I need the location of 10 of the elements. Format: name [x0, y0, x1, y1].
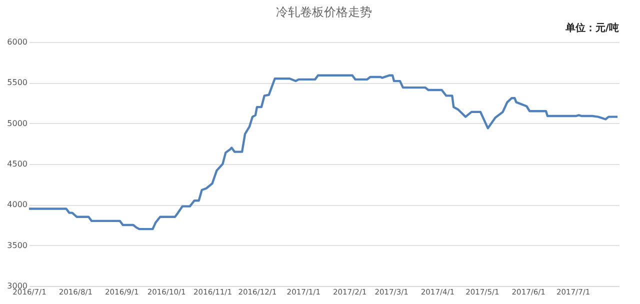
text: 单位：元/吨 [564, 22, 619, 34]
y-tick-label: 4500 [7, 160, 28, 168]
y-tick-label: 5500 [7, 78, 28, 88]
y-tick-label: 6000 [7, 38, 28, 46]
y-tick-label: 3500 [7, 240, 28, 250]
y-tick-label: 4000 [7, 200, 28, 210]
line-series [28, 74, 619, 230]
chart-title: 冷轧卷板价格走势 [276, 5, 372, 19]
y-tick-label: 5000 [7, 118, 28, 128]
y-tick-label: 3000 [7, 282, 28, 290]
